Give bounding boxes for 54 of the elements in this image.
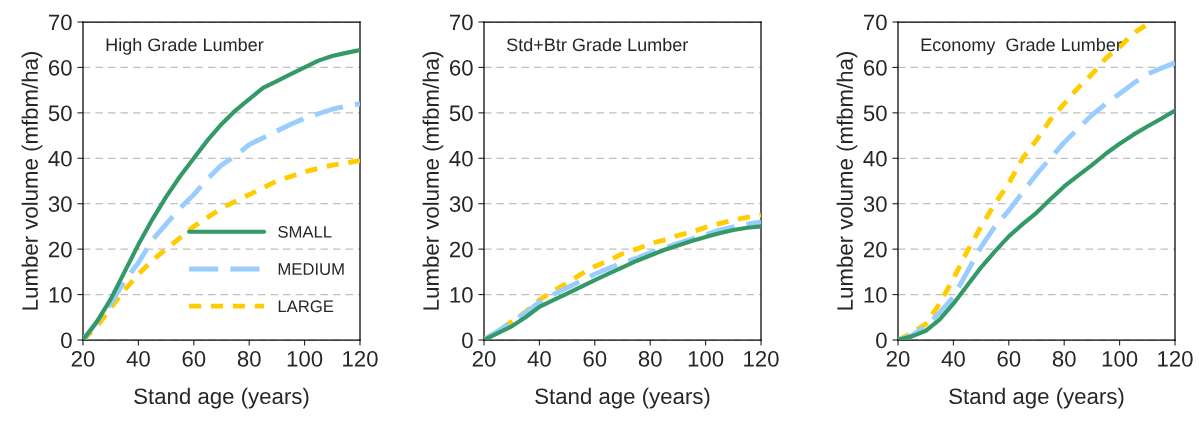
x-tick-label: 120 — [1158, 351, 1193, 367]
text: Std+Btr Grade Lumber — [506, 37, 689, 52]
legend-label: LARGE — [278, 300, 334, 313]
x-axis-title: Stand age (years) — [949, 387, 1124, 409]
y-tick-label: 50 — [863, 105, 887, 122]
y-tick-label: 40 — [863, 150, 887, 167]
y-tick-label: 20 — [48, 241, 72, 258]
legend-label: SMALL — [278, 225, 332, 238]
y-tick-label: 60 — [49, 59, 72, 76]
x-axis-title: Stand age (years) — [535, 387, 710, 409]
x-tick-label: 60 — [583, 351, 607, 367]
y-tick-label: 70 — [49, 14, 72, 31]
y-tick-label: 10 — [450, 287, 473, 303]
y-tick-label: 70 — [450, 14, 473, 31]
x-tick-label: 80 — [237, 351, 261, 367]
y-tick-label: 30 — [863, 196, 887, 212]
legend-label: MEDIUM — [278, 263, 344, 275]
y-tick-label: 0 — [462, 332, 473, 349]
x-tick-label: 40 — [126, 351, 150, 367]
x-tick-label: 100 — [688, 351, 724, 367]
x-tick-label: 60 — [182, 351, 206, 367]
y-tick-label: 10 — [864, 287, 887, 303]
y-axis-title: Lumber volume (mfbm/ha) — [422, 52, 444, 310]
y-axis-title: Lumber volume (mfbm/ha) — [836, 52, 858, 310]
y-tick-label: 70 — [864, 14, 887, 31]
x-tick-label: 120 — [744, 351, 779, 367]
x-tick-label: 60 — [997, 351, 1021, 367]
y-tick-label: 30 — [48, 196, 72, 212]
text: High Grade Lumber — [106, 37, 264, 55]
x-tick-label: 80 — [638, 351, 662, 367]
x-tick-label: 40 — [941, 351, 965, 367]
y-tick-label: 0 — [876, 332, 887, 349]
y-tick-label: 40 — [48, 150, 72, 167]
x-axis-title: Stand age (years) — [134, 387, 309, 409]
y-tick-label: 50 — [48, 105, 72, 122]
y-tick-label: 10 — [49, 287, 72, 303]
y-tick-label: 60 — [450, 59, 473, 76]
y-tick-label: 50 — [449, 105, 473, 122]
y-tick-label: 20 — [449, 241, 473, 258]
x-tick-label: 40 — [527, 351, 551, 367]
x-tick-label: 100 — [287, 351, 323, 367]
x-tick-label: 20 — [886, 351, 910, 367]
y-tick-label: 30 — [449, 196, 473, 212]
x-tick-label: 20 — [71, 351, 95, 367]
y-tick-label: 0 — [61, 332, 72, 349]
x-tick-label: 80 — [1052, 351, 1076, 367]
x-tick-label: 20 — [472, 351, 496, 367]
x-tick-label: 120 — [343, 351, 378, 367]
y-tick-label: 20 — [863, 241, 887, 258]
y-tick-label: 60 — [864, 59, 887, 76]
text: Economy Grade Lumber — [921, 37, 1122, 55]
y-tick-label: 40 — [449, 150, 473, 167]
x-tick-label: 100 — [1102, 351, 1138, 367]
y-axis-title: Lumber volume (mfbm/ha) — [21, 52, 43, 310]
